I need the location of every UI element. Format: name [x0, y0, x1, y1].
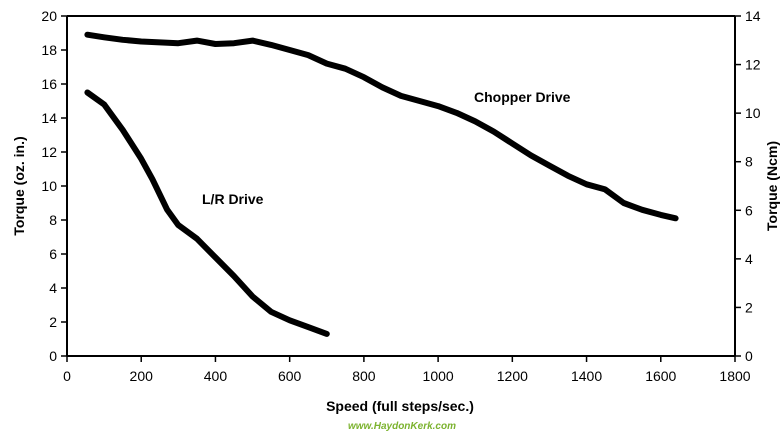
series-label-lr-drive: L/R Drive [202, 191, 264, 207]
y-tick-label-left: 16 [41, 76, 57, 92]
y-tick-label-left: 4 [49, 280, 57, 296]
x-tick-label: 200 [130, 368, 154, 384]
y-tick-label-left: 0 [49, 348, 57, 364]
y-tick-label-left: 12 [41, 144, 57, 160]
y-tick-label-right: 8 [745, 154, 753, 170]
y-tick-label-right: 14 [745, 8, 761, 24]
y-tick-label-right: 6 [745, 202, 753, 218]
x-tick-label: 0 [63, 368, 71, 384]
x-tick-label: 600 [278, 368, 302, 384]
x-tick-label: 800 [352, 368, 376, 384]
y-tick-label-right: 10 [745, 105, 761, 121]
y-tick-label-left: 10 [41, 178, 57, 194]
y-tick-label-left: 8 [49, 212, 57, 228]
x-tick-label: 1000 [423, 368, 454, 384]
y-axis-title-left: Torque (oz. in.) [11, 136, 27, 235]
series-line-chopper-drive [84, 31, 679, 222]
footer-url: www.HaydonKerk.com [348, 421, 456, 432]
x-axis-title: Speed (full steps/sec.) [326, 398, 474, 414]
chart-ticks: 0 200 400 600 800 1000 1200 1400 1600 18000246810… [41, 8, 760, 384]
y-tick-label-right: 0 [745, 348, 753, 364]
x-tick-label: 1600 [645, 368, 676, 384]
y-tick-label-right: 12 [745, 57, 761, 73]
y-tick-label-left: 14 [41, 110, 57, 126]
x-tick-label: 1400 [571, 368, 602, 384]
series-line-l-r-drive [84, 89, 330, 337]
y-tick-label-left: 6 [49, 246, 57, 262]
y-tick-label-left: 2 [49, 314, 57, 330]
y-axis-title-right: Torque (Ncm) [764, 141, 780, 231]
series-label-chopper-drive: Chopper Drive [474, 89, 571, 105]
y-tick-label-left: 18 [41, 42, 57, 58]
x-tick-label: 1200 [497, 368, 528, 384]
y-tick-label-right: 4 [745, 251, 753, 267]
y-tick-label-left: 20 [41, 8, 57, 24]
x-tick-label: 400 [204, 368, 228, 384]
chart-series [84, 31, 679, 337]
y-tick-label-right: 2 [745, 299, 753, 315]
chart-axes [66, 15, 736, 357]
x-tick-label: 1800 [719, 368, 750, 384]
